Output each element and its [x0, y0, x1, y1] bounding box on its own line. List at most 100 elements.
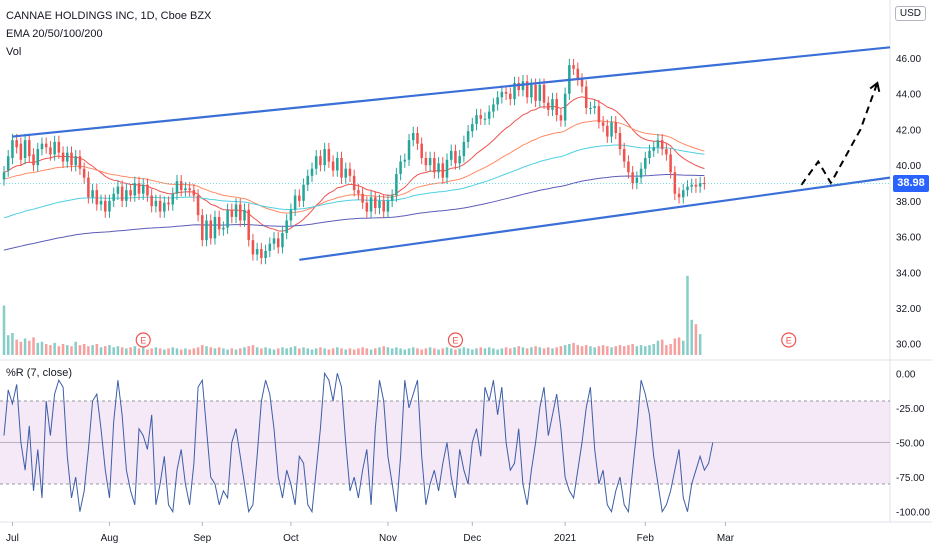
candle-body: [555, 99, 558, 116]
candle-body: [542, 84, 546, 103]
candle-body: [445, 159, 449, 178]
volume-bar: [644, 346, 647, 355]
volume-bar: [91, 345, 94, 355]
volume-bar: [49, 345, 52, 355]
candle-body: [690, 184, 693, 187]
volume-bar: [32, 337, 35, 355]
candle-body: [551, 99, 554, 110]
volume-bar: [340, 348, 343, 355]
candle-body: [580, 79, 584, 87]
candle-body: [686, 186, 689, 191]
candle-body: [374, 197, 377, 208]
volume-bar: [504, 347, 508, 355]
candle-body: [682, 190, 685, 198]
volume-bar: [217, 347, 221, 355]
candle-body: [306, 175, 310, 185]
volume-bar: [395, 347, 398, 355]
volume-bar: [639, 345, 643, 355]
candle-body: [276, 238, 280, 248]
candle-body: [352, 175, 356, 191]
volume-bar: [610, 347, 613, 355]
candle-body: [66, 152, 69, 162]
candle-body: [357, 190, 360, 194]
candle-body: [314, 156, 318, 169]
volume-bar: [390, 348, 394, 355]
candle-body: [407, 140, 411, 160]
volume-bar: [23, 338, 27, 355]
volume-bar: [546, 347, 550, 355]
volume-bar: [188, 349, 191, 355]
currency-label[interactable]: USD: [894, 6, 926, 21]
candle-body: [660, 140, 664, 150]
volume-bar: [471, 349, 474, 355]
volume-bar: [492, 348, 495, 355]
volume-bar: [306, 348, 310, 355]
volume-bar: [521, 347, 525, 355]
candle-body: [112, 193, 115, 201]
candle-body: [601, 122, 605, 126]
volume-bar: [125, 348, 128, 355]
candle-body: [665, 149, 668, 155]
volume-bar: [424, 348, 428, 355]
volume-bar: [673, 338, 677, 355]
volume-bar: [268, 348, 272, 355]
volume-bar: [112, 347, 115, 355]
candle-body: [158, 200, 162, 212]
candle-body: [694, 184, 698, 187]
candle-body: [6, 156, 10, 171]
volume-bar: [601, 345, 605, 355]
candle-body: [298, 195, 301, 201]
volume-bar: [660, 339, 664, 355]
candle-body: [382, 200, 385, 212]
candle-body: [15, 140, 18, 148]
candle-body: [509, 93, 512, 100]
volume-bar: [348, 348, 352, 355]
volume-bar: [323, 348, 326, 355]
candle-body: [226, 209, 229, 228]
volume-bar: [87, 346, 90, 355]
candle-body: [163, 202, 166, 212]
candle-body: [196, 195, 200, 216]
volume-bar: [437, 349, 440, 355]
volume-bar: [234, 349, 238, 355]
ema-legend[interactable]: EMA 20/50/100/200: [6, 28, 103, 40]
candle-body: [234, 204, 238, 217]
candle-body: [137, 183, 141, 194]
price-tick-label: 30.00: [896, 340, 921, 351]
volume-bar: [631, 344, 634, 355]
ema-100-line: [3, 144, 705, 219]
candle-body: [386, 200, 390, 212]
candle-body: [40, 143, 44, 150]
volume-bar: [462, 347, 466, 355]
volume-bar: [403, 349, 407, 355]
volume-bar: [433, 348, 436, 355]
volume-bar: [281, 347, 284, 355]
candle-body: [327, 149, 331, 162]
candle-body: [222, 227, 225, 230]
candle-body: [78, 156, 82, 169]
volume-bar: [28, 340, 31, 355]
candle-body: [454, 150, 457, 164]
candle-body: [175, 181, 179, 194]
volume-bar: [192, 348, 196, 355]
volume-bar: [15, 339, 18, 355]
candle-body: [492, 104, 495, 112]
candle-body: [340, 158, 343, 178]
volume-bar: [239, 348, 242, 355]
volume-bar: [57, 346, 61, 355]
candle-body: [44, 143, 48, 148]
volume-bar: [542, 348, 546, 355]
candle-body: [188, 188, 191, 191]
volume-bar: [652, 344, 655, 355]
volume-bar: [247, 346, 250, 355]
volume-legend[interactable]: Vol: [6, 46, 22, 58]
candle-body: [563, 93, 567, 121]
candle-body: [302, 184, 305, 201]
volume-bar: [534, 346, 537, 355]
williams-r-legend[interactable]: %R (7, close): [6, 367, 73, 379]
candle-body: [584, 86, 588, 108]
time-tick-label: Aug: [101, 533, 119, 544]
candle-body: [289, 209, 293, 221]
candle-body: [281, 233, 284, 248]
